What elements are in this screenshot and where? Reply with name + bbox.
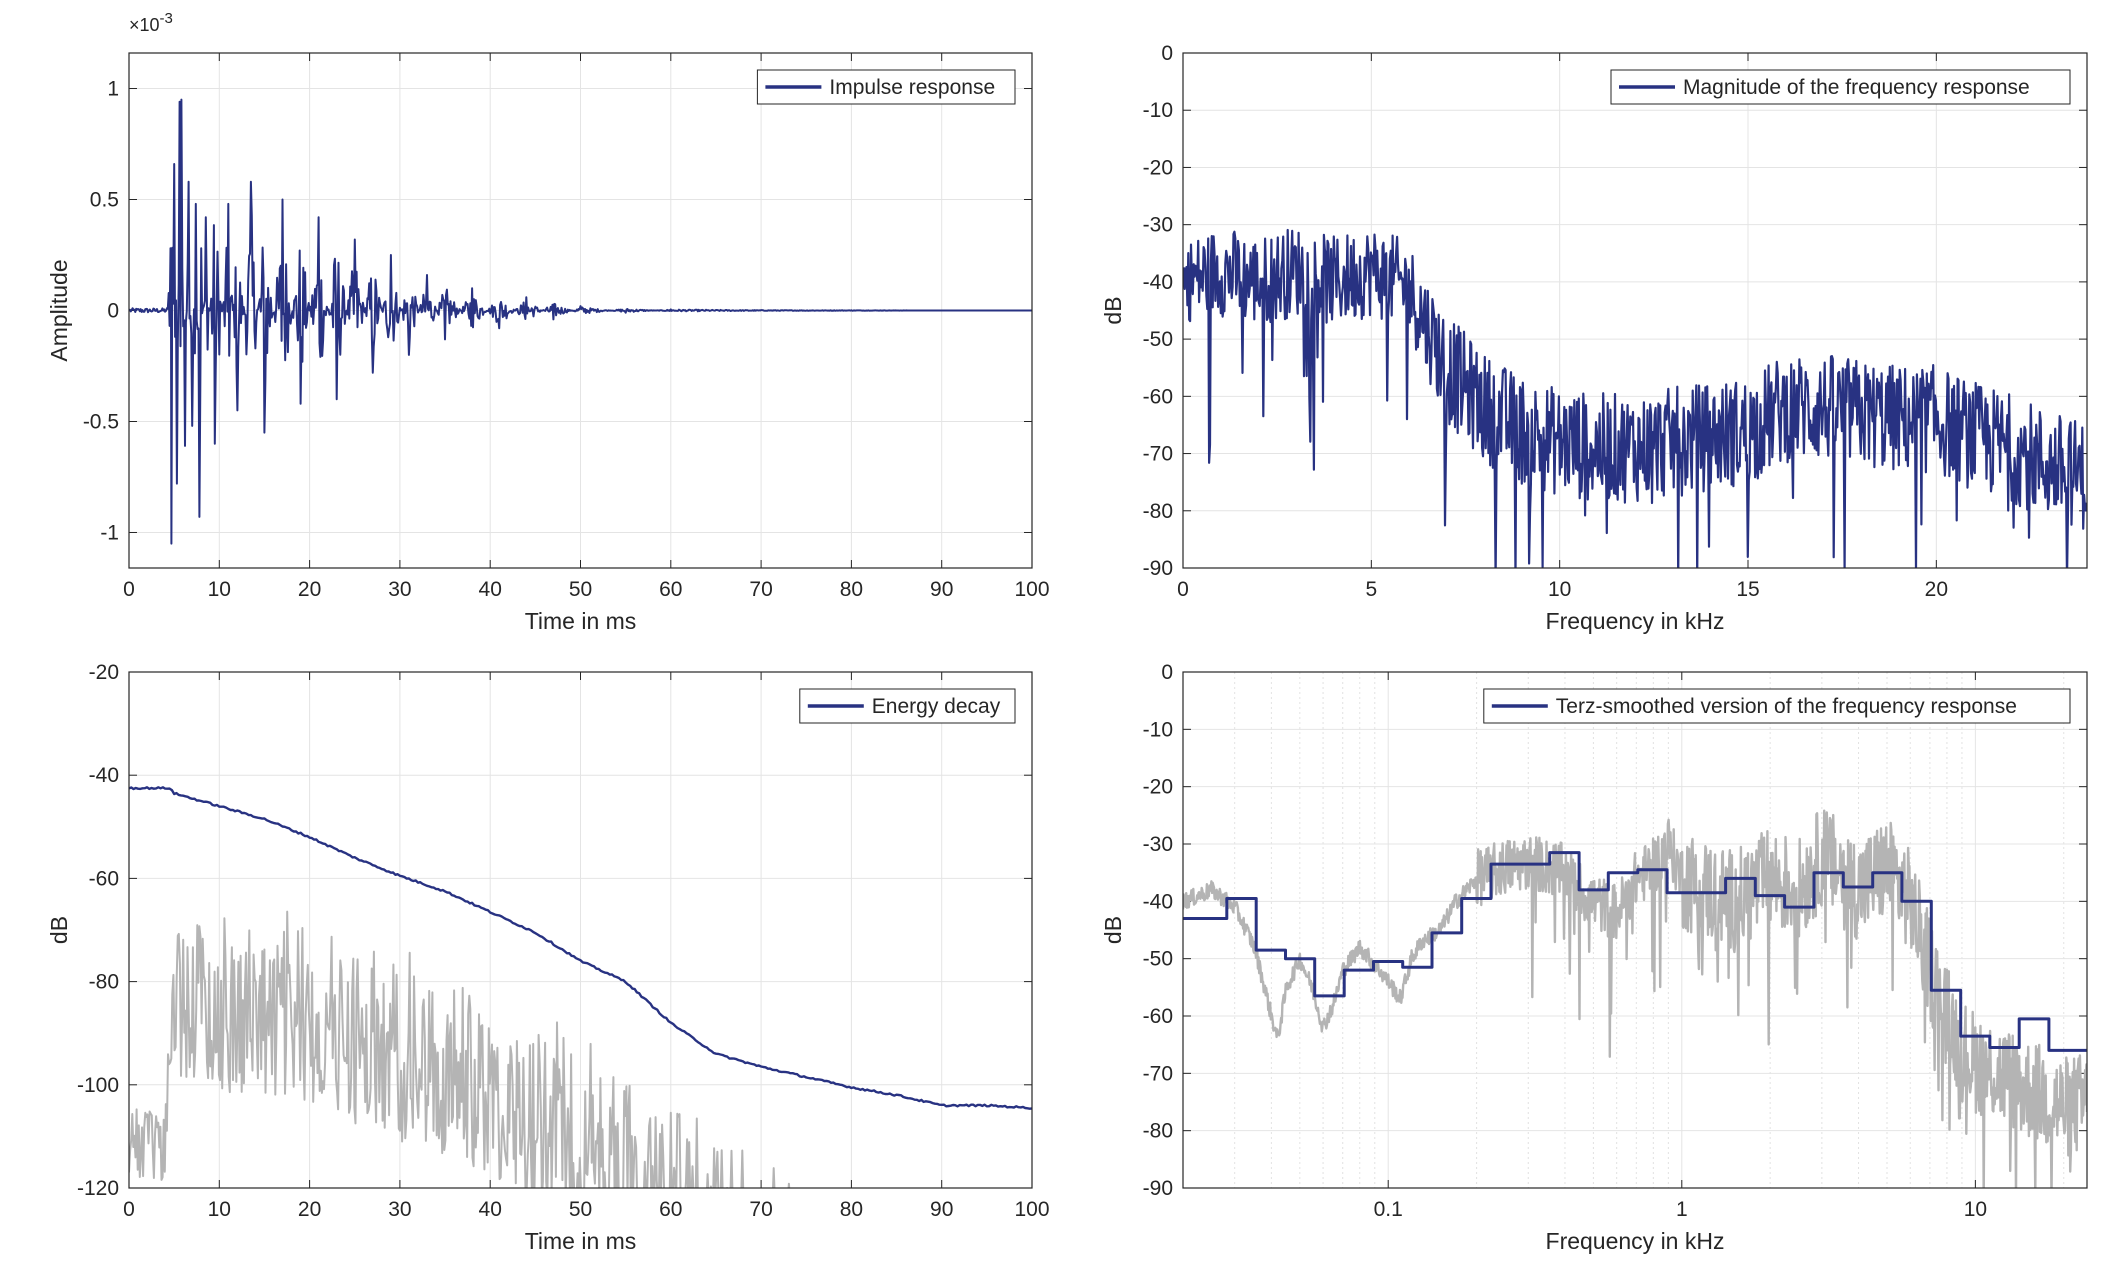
legend-label: Terz-smoothed version of the frequency r…: [1556, 695, 2017, 718]
x-tick-label: 20: [1925, 578, 1948, 601]
chart-panel-top-left: 0 10 20 30 40 50 60 70 80 90 100 -1 -0.5 0 0.5 1 Time in…: [46, 10, 1050, 634]
x-tick-label: 80: [840, 578, 863, 601]
y-axis-label: dB: [1100, 296, 1126, 324]
y-tick-label: -10: [1143, 99, 1173, 122]
x-tick-label: 100: [1014, 1198, 1049, 1221]
y-tick-label: -50: [1143, 948, 1173, 971]
y-tick-label: 0: [1161, 42, 1173, 65]
x-axis-label: Frequency in kHz: [1546, 608, 1725, 634]
y-tick-label: -10: [1143, 718, 1173, 741]
x-tick-label: 100: [1014, 578, 1049, 601]
x-tick-label: 20: [298, 578, 321, 601]
legend: Terz-smoothed version of the frequency r…: [1483, 688, 2071, 724]
legend-label: Magnitude of the frequency response: [1683, 76, 2030, 99]
y-tick-label: -120: [77, 1177, 119, 1200]
x-tick-label: 50: [569, 578, 592, 601]
y-tick-label: -60: [89, 867, 119, 890]
x-tick-label: 90: [930, 1198, 953, 1221]
terz-smoothed-line: [1183, 851, 2087, 1052]
x-tick-label: 1: [1676, 1198, 1688, 1221]
legend: Magnitude of the frequency response: [1610, 69, 2071, 105]
chart-panel-top-right: 0 5 10 15 20 0 -10 -20 -30 -40 -50 -60 -70 -80 -90 Freq…: [1100, 42, 2088, 634]
magnitude-response-line: [1183, 228, 2087, 568]
unsmoothed-response-line: [1183, 809, 2087, 1188]
x-tick-label: 50: [569, 1198, 592, 1221]
y-tick-label: -60: [1143, 1005, 1173, 1028]
y-tick-label: 0: [1161, 661, 1173, 684]
x-tick-label: 90: [930, 578, 953, 601]
legend-box: [1610, 69, 2071, 105]
x-tick-label: 40: [479, 578, 502, 601]
x-tick-label: 0.1: [1374, 1198, 1403, 1221]
y-tick-label: -100: [77, 1074, 119, 1097]
y-tick-label: -80: [1143, 500, 1173, 523]
y-tick-label: -80: [1143, 1120, 1173, 1143]
y-tick-label: -20: [89, 661, 119, 684]
x-tick-label: 20: [298, 1198, 321, 1221]
y-tick-label: -70: [1143, 443, 1173, 466]
x-axis-label: Frequency in kHz: [1546, 1228, 1725, 1254]
impulse-response-line: [129, 98, 1032, 545]
y-tick-label: -20: [1143, 156, 1173, 179]
x-axis-label: Time in ms: [525, 1228, 637, 1254]
chart-panel-bottom-left: 0 10 20 30 40 50 60 70 80 90 100 -20 -40 -60 -80 -100 -1…: [46, 661, 1050, 1254]
y-tick-label: -40: [1143, 890, 1173, 913]
legend-box: [1483, 688, 2071, 724]
energy-decay-line: [129, 786, 1032, 1110]
plot-area: [1183, 672, 2087, 1188]
chart-panel-bottom-right: 0.1 1 10 0 -10 -20 -30 -40 -50 -60 -70 -80 -90 Freque…: [1100, 661, 2088, 1254]
x-tick-label: 15: [1736, 578, 1759, 601]
x-tick-label: 70: [749, 578, 772, 601]
y-tick-label: -40: [1143, 271, 1173, 294]
x-tick-label: 5: [1365, 578, 1377, 601]
x-tick-label: 10: [208, 1198, 231, 1221]
y-tick-label: -50: [1143, 328, 1173, 351]
y-tick-label: -60: [1143, 385, 1173, 408]
y-axis-label: Amplitude: [46, 259, 72, 361]
legend: Energy decay: [799, 688, 1016, 724]
plot-frame: [128, 52, 1033, 569]
y-tick-label: 0.5: [90, 189, 119, 212]
x-tick-label: 30: [388, 1198, 411, 1221]
y-tick-label: -30: [1143, 833, 1173, 856]
x-tick-label: 30: [388, 578, 411, 601]
x-tick-label: 10: [208, 578, 231, 601]
y-tick-label: -70: [1143, 1062, 1173, 1085]
y-tick-label: 1: [107, 78, 119, 101]
legend: Impulse response: [756, 69, 1016, 105]
x-tick-label: 60: [659, 1198, 682, 1221]
x-tick-label: 0: [123, 578, 135, 601]
y-axis-exponent: ×10-3: [129, 10, 173, 35]
plot-frame: [128, 671, 1033, 1189]
y-tick-label: -40: [89, 764, 119, 787]
x-tick-label: 0: [123, 1198, 135, 1221]
x-axis-label: Time in ms: [525, 608, 637, 634]
plot-frame: [1182, 52, 2088, 569]
plot-frame: [1182, 671, 2088, 1189]
x-tick-label: 10: [1548, 578, 1571, 601]
x-tick-label: 0: [1177, 578, 1189, 601]
y-axis-label: dB: [46, 916, 72, 944]
x-tick-label: 70: [749, 1198, 772, 1221]
y-tick-label: -90: [1143, 557, 1173, 580]
y-tick-label: -90: [1143, 1177, 1173, 1200]
legend-label: Impulse response: [829, 76, 995, 99]
y-axis-label: dB: [1100, 916, 1126, 944]
legend-label: Energy decay: [872, 695, 1001, 718]
y-tick-label: -20: [1143, 776, 1173, 799]
squared-response-line: [129, 910, 791, 1188]
y-tick-label: -80: [89, 971, 119, 994]
y-tick-label: 0: [107, 300, 119, 323]
x-tick-label: 80: [840, 1198, 863, 1221]
x-tick-label: 40: [479, 1198, 502, 1221]
y-tick-label: -30: [1143, 214, 1173, 237]
x-tick-label: 10: [1964, 1198, 1987, 1221]
y-tick-label: -0.5: [83, 410, 119, 433]
y-tick-label: -1: [100, 521, 119, 544]
x-tick-label: 60: [659, 578, 682, 601]
